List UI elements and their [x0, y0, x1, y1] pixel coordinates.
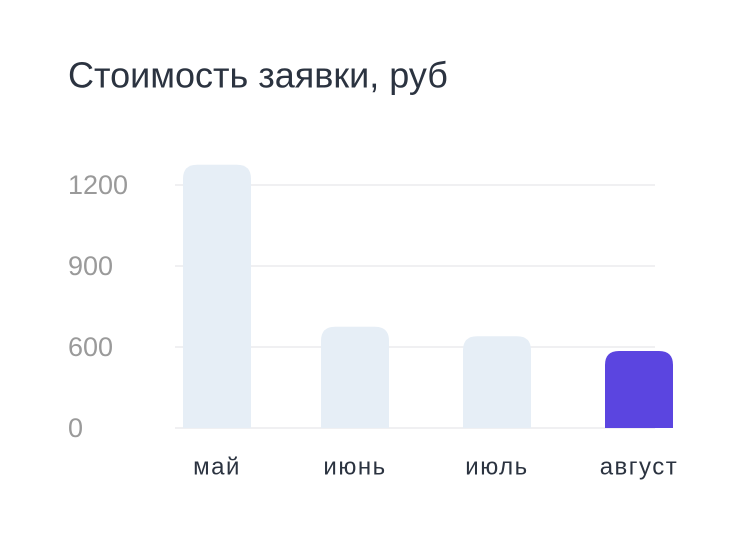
bar [605, 351, 673, 428]
bar [321, 326, 389, 428]
y-tick-label: 0 [68, 413, 83, 443]
chart-title: Стоимость заявки, руб [68, 55, 448, 96]
x-tick-label: май [193, 453, 241, 480]
x-tick-label: август [600, 453, 679, 480]
y-tick-label: 900 [68, 251, 113, 281]
y-tick-label: 1200 [68, 170, 128, 200]
x-tick-label: июнь [323, 453, 386, 480]
y-tick-label: 600 [68, 332, 113, 362]
x-tick-label: июль [465, 453, 528, 480]
bar [463, 336, 531, 428]
bar [183, 164, 251, 428]
